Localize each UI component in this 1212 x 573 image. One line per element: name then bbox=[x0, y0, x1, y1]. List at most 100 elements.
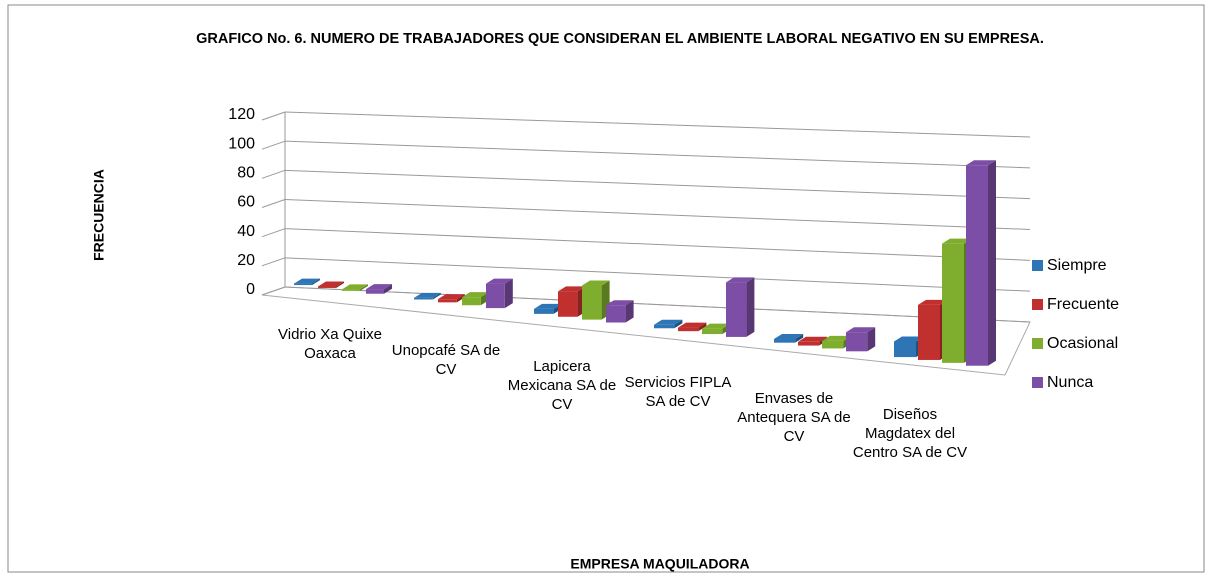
y-tick-label: 0 bbox=[246, 281, 255, 298]
x-tick-label: Vidrio Xa Quixe Oaxaca bbox=[278, 326, 382, 362]
bar bbox=[702, 328, 723, 335]
bar-side bbox=[456, 294, 465, 303]
y-tick-label: 120 bbox=[228, 106, 255, 123]
x-tick-label: Unopcafé SA de CV bbox=[391, 342, 501, 378]
bar bbox=[558, 291, 578, 317]
grid-line bbox=[284, 199, 1031, 230]
bar-top bbox=[318, 281, 344, 287]
bar bbox=[846, 332, 868, 352]
bar bbox=[318, 286, 336, 288]
bar bbox=[942, 243, 964, 363]
chart-title: GRAFICO No. 6. NUMERO DE TRABAJADORES QU… bbox=[196, 31, 1044, 47]
bar bbox=[486, 283, 505, 309]
bar-top bbox=[582, 280, 610, 286]
bar-side bbox=[336, 281, 344, 288]
bar-side bbox=[795, 333, 804, 343]
side-grid-line bbox=[261, 228, 286, 238]
legend-label: Frecuente bbox=[1047, 296, 1119, 313]
bar bbox=[606, 305, 626, 323]
bar-side bbox=[360, 284, 368, 291]
bar-side bbox=[988, 160, 996, 366]
legend-label: Siempre bbox=[1047, 257, 1107, 274]
x-tick-label: Lapicera Mexicana SA de CV bbox=[507, 358, 617, 413]
bar-top bbox=[462, 292, 489, 298]
bar bbox=[918, 304, 940, 360]
bar-top bbox=[942, 238, 972, 244]
bar-top bbox=[366, 284, 392, 290]
y-tick-label: 20 bbox=[237, 252, 255, 269]
bar-top bbox=[342, 284, 368, 290]
grid-line bbox=[284, 111, 1031, 138]
side-grid-line bbox=[261, 111, 286, 121]
bar-side bbox=[504, 278, 513, 309]
bar-top bbox=[534, 303, 562, 309]
bar-side bbox=[674, 319, 683, 329]
bar-top bbox=[702, 323, 731, 329]
x-tick-label: Envases de Antequera SA de CV bbox=[737, 390, 851, 445]
bar-top bbox=[846, 327, 876, 333]
bar-top bbox=[894, 336, 924, 342]
bar-side bbox=[384, 284, 392, 294]
grid-line bbox=[284, 228, 1031, 261]
bar-top bbox=[438, 294, 465, 300]
grid-line bbox=[284, 140, 1031, 169]
bar bbox=[966, 165, 988, 366]
bar-top bbox=[918, 299, 948, 305]
x-axis-label: EMPRESA MAQUILADORA bbox=[570, 556, 749, 572]
bar bbox=[894, 341, 916, 358]
bar-top bbox=[774, 333, 804, 339]
bar bbox=[462, 297, 481, 306]
bar-top bbox=[966, 160, 996, 166]
y-tick-label: 80 bbox=[237, 165, 255, 182]
legend-swatch bbox=[1032, 377, 1043, 388]
bar-top bbox=[486, 278, 513, 284]
bar-top bbox=[822, 335, 852, 341]
legend-swatch bbox=[1032, 338, 1043, 349]
bar bbox=[342, 289, 360, 291]
bar-top bbox=[558, 286, 586, 292]
bar bbox=[726, 282, 747, 337]
legend-label: Ocasional bbox=[1047, 335, 1118, 352]
bar bbox=[294, 283, 312, 286]
grid-line bbox=[284, 286, 1031, 323]
grid-line bbox=[284, 169, 1031, 200]
bar-top bbox=[414, 292, 441, 298]
legend-swatch bbox=[1032, 299, 1043, 310]
bar bbox=[582, 285, 602, 320]
bar bbox=[414, 297, 433, 300]
side-grid-line bbox=[261, 140, 286, 150]
bar-top bbox=[726, 277, 755, 283]
bar bbox=[438, 299, 457, 303]
legend-swatch bbox=[1032, 260, 1043, 271]
legend-label: Nunca bbox=[1047, 374, 1093, 391]
x-tick-label: Diseños Magdatex del Centro SA de CV bbox=[852, 406, 968, 461]
bar-side bbox=[312, 278, 320, 286]
bar-top bbox=[294, 278, 320, 284]
y-tick-label: 40 bbox=[237, 223, 255, 240]
y-tick-label: 60 bbox=[237, 194, 255, 211]
grid-line bbox=[284, 257, 1031, 292]
side-grid-line bbox=[261, 286, 286, 296]
bar-side bbox=[432, 292, 441, 300]
bar bbox=[678, 327, 699, 332]
bar bbox=[654, 324, 675, 329]
bar bbox=[366, 289, 384, 294]
bar-side bbox=[625, 300, 634, 323]
bar bbox=[798, 341, 820, 346]
bar-side bbox=[867, 327, 876, 352]
bar-side bbox=[698, 322, 707, 332]
bar-top bbox=[798, 336, 828, 342]
bar bbox=[774, 338, 796, 343]
y-axis-label: FRECUENCIA bbox=[91, 169, 107, 261]
side-grid-line bbox=[261, 169, 286, 179]
bar-top bbox=[654, 319, 683, 325]
bar-top bbox=[678, 322, 707, 328]
bar-side bbox=[746, 277, 755, 337]
side-grid-line bbox=[261, 199, 286, 208]
y-tick-label: 100 bbox=[228, 135, 255, 152]
bar bbox=[534, 308, 554, 314]
side-grid-line bbox=[261, 257, 286, 267]
bar bbox=[822, 340, 844, 349]
